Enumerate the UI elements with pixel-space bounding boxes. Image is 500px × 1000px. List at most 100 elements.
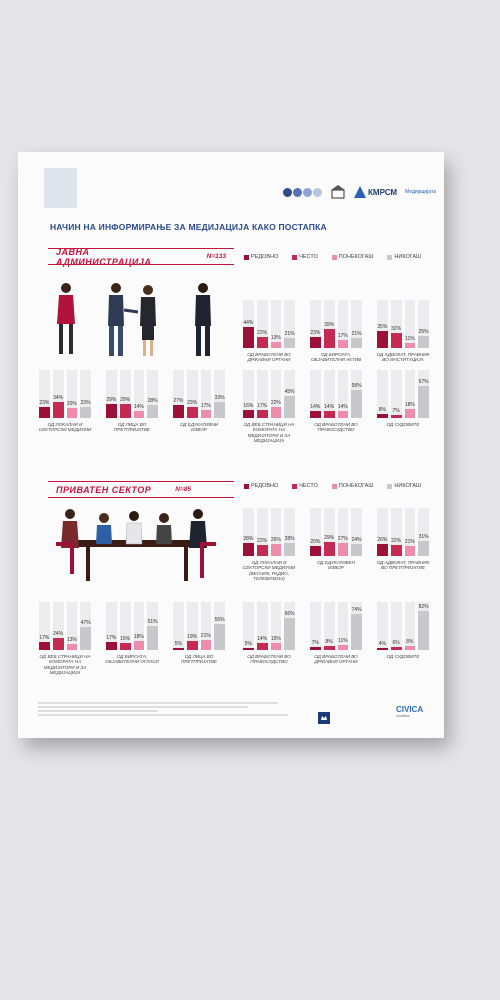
bar-track: 17% [337,300,349,348]
bar-track: 44% [243,300,254,348]
embassy-logo [318,712,330,724]
bar-value-label: 51% [147,619,158,625]
bar-track: 14% [133,370,145,418]
bar-value-label: 6% [392,640,400,646]
bar-value-label: 23% [39,400,50,406]
bar-track: 16% [243,370,254,418]
bar-value-label: 13% [270,335,281,341]
chart-title: ОД СУДОВИТЕ [386,422,420,427]
bars-area: 4% 6% 8% 82% [376,602,430,650]
bar-track: 20% [66,370,78,418]
bar-value-label: 21% [351,331,362,337]
bar-track: 7% [310,602,321,650]
bar-track: 66% [284,602,295,650]
bar-cesto [390,545,402,556]
chart-title: ОД ВЕБ СТРАНИЦИ НА КОМОРАТА НА МЕДИЈАТОР… [243,422,295,444]
bar-cesto [52,402,64,418]
bars-area: 20% 29% 27% 24% [309,508,363,556]
bar-cesto [256,410,268,418]
legend-swatch [292,483,298,489]
bars-area: 5% 19% 21% 55% [172,602,226,650]
bar-track: 27% [173,370,184,418]
legend-item-cesto: ЧЕСТО [292,483,318,489]
bar-value-label: 16% [243,403,254,409]
bar-value-label: 8% [406,639,414,645]
bar-value-label: 8% [378,407,386,413]
bar-track: 24% [52,602,64,650]
logo-strip: КМРСМ Медијацијата [283,180,436,204]
bars-area: 7% 8% 11% 74% [309,602,363,650]
chart-title: ОД АДВОКАТ, ПРАВНИК ВО ИНСТИТУЦИЈА [376,352,430,363]
bar-regularno [243,543,254,556]
bar-ponekogas [337,411,349,418]
section-n: N=133 [206,253,226,260]
bar-nikogas [351,338,362,348]
chart-title: ОД ЕДУКАТИВНИ ИЗВОР [179,422,219,433]
bar-track: 29% [119,370,131,418]
bar-track: 14% [256,602,268,650]
bar-value-label: 15% [120,636,131,642]
mini-bar-chart: 28% 22% 26% 28% ОД ЛОКАЛНИ И СЕКТОРСКИ МЕДИУ… [242,508,296,582]
business-people-illustration [57,283,211,356]
bar-track: 5% [243,602,254,650]
bar-track: 11% [404,300,416,348]
bar-track: 17% [39,602,50,650]
legend-label: НИКОГАШ [394,254,422,260]
bar-value-label: 28% [147,398,158,404]
chart-title: ОД ЛИЦА ВО ПРЕТПРИЈАТИЕ [114,422,150,433]
bar-cesto [186,407,198,418]
bar-value-label: 82% [418,604,429,610]
mini-bar-chart: 5% 14% 15% 66% ОД ВРАБОТЕНИ ВО ПРАВОСУДСТВО [242,602,296,665]
section-header-public: ЈАВНА АДМИНИСТРАЦИЈА N=133 [48,247,234,267]
mini-bar-chart: 35% 32% 11% 25% ОД АДВОКАТ, ПРАВНИК ВО ИНСТИ… [376,300,430,363]
bars-area: 28% 22% 26% 28% [242,508,296,556]
bar-ponekogas [270,643,282,650]
bar-track: 13% [270,300,282,348]
bar-regularno [173,648,184,650]
mini-bar-chart: 27% 23% 17% 33% ОД ЕДУКАТИВНИ ИЗВОР [172,370,226,433]
bar-nikogas [418,386,429,418]
bar-ponekogas [404,546,416,556]
bar-ponekogas [404,409,416,418]
mini-bar-chart: 20% 29% 27% 24% ОД ЕДУКАТИВЕН ИЗВОР [309,508,363,571]
bar-cesto [256,643,268,650]
legend-item-regularno: РЕДОВНО [244,483,278,489]
bars-area: 44% 22% 13% 21% [242,300,296,348]
bar-track: 22% [256,300,268,348]
bar-track: 26% [377,508,388,556]
bar-value-label: 25% [418,329,429,335]
bar-track: 11% [337,602,349,650]
bar-regularno [310,337,321,348]
mini-bar-chart: 17% 15% 18% 51% ОД БИРОАТА, ОБЈАВИТЕЛНИ ОГЛА… [105,602,159,665]
dots-logo [283,187,323,197]
bar-value-label: 14% [337,404,348,410]
mini-bar-chart: 23% 39% 17% 21% ОД БИРОАТА, ОБЈАВИТЕЛНИ АКТИ… [309,300,363,363]
bar-track: 15% [270,602,282,650]
bar-track: 29% [106,370,117,418]
bar-value-label: 24% [351,537,362,543]
bar-ponekogas [133,411,145,418]
bar-ponekogas [66,644,78,650]
bar-track: 51% [147,602,158,650]
legend-swatch [244,483,249,489]
crown-icon [318,712,330,724]
bar-track: 15% [119,602,131,650]
legend-private: РЕДОВНО ЧЕСТО ПОНЕКОГАШ НИКОГАШ [244,483,421,489]
bar-nikogas [147,626,158,650]
bar-cesto [256,337,268,348]
bar-track: 23% [39,370,50,418]
bar-ponekogas [270,544,282,556]
bar-nikogas [80,627,91,650]
bar-value-label: 58% [351,383,362,389]
legend-label: ПОНЕКОГАШ [338,483,374,489]
bar-value-label: 29% [120,397,131,403]
bar-ponekogas [200,640,212,650]
bar-cesto [390,415,402,418]
footnote [38,702,288,716]
bars-area: 23% 39% 17% 21% [309,300,363,348]
bar-track: 13% [66,602,78,650]
bar-value-label: 27% [173,398,184,404]
bar-value-label: 7% [311,640,319,646]
bar-cesto [390,333,402,348]
mini-bar-chart: 16% 17% 22% 45% ОД ВЕБ СТРАНИЦИ НА КОМОРАТА … [242,370,296,444]
